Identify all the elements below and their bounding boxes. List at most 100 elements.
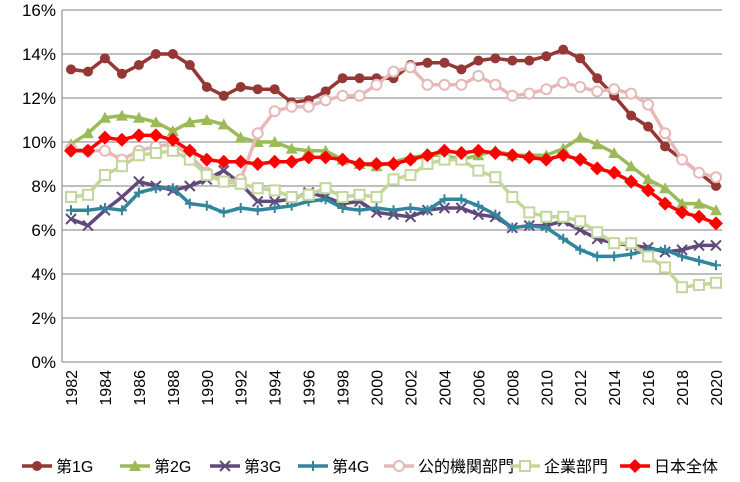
data-point (98, 169, 111, 181)
data-point (268, 105, 281, 118)
data-point (267, 154, 282, 169)
data-point (420, 148, 435, 163)
data-point (150, 183, 161, 194)
data-point (523, 206, 536, 219)
data-point (285, 191, 298, 203)
data-point (439, 194, 450, 205)
data-point (183, 116, 196, 128)
data-point (99, 203, 110, 213)
data-point (709, 216, 723, 231)
legend-label: 第4G (332, 458, 369, 476)
data-point (693, 166, 706, 179)
data-point (218, 164, 230, 177)
data-point (422, 57, 433, 68)
data-point (234, 177, 247, 190)
y-tick-label: 4% (31, 265, 56, 284)
data-point (659, 127, 672, 140)
data-point (676, 153, 689, 166)
data-point (371, 203, 382, 213)
data-point (353, 89, 366, 102)
data-point (659, 261, 672, 274)
data-point (149, 116, 162, 128)
data-point (710, 171, 722, 184)
legend-label: 第1G (56, 458, 93, 476)
x-tick-label: 2008 (505, 370, 522, 406)
legend-item: 第4G (298, 458, 369, 476)
data-point (659, 182, 672, 194)
data-point (455, 78, 468, 91)
legend-item: 第3G (210, 458, 281, 476)
legend-marker (393, 460, 405, 472)
data-point (472, 208, 485, 221)
data-point (573, 152, 588, 167)
x-tick-label: 2018 (675, 370, 692, 406)
x-tick-label: 2006 (471, 370, 488, 406)
data-point (591, 85, 604, 98)
data-point (540, 83, 553, 96)
data-point (507, 55, 518, 66)
data-point (235, 82, 246, 92)
data-point (82, 219, 94, 232)
data-point (404, 61, 417, 74)
data-point (506, 191, 519, 203)
data-point (251, 127, 264, 140)
data-point (252, 84, 263, 95)
x-tick-label: 2016 (641, 370, 658, 406)
y-tick-label: 0% (31, 353, 56, 372)
data-point (184, 60, 195, 70)
data-point (166, 125, 179, 136)
data-point (216, 154, 231, 169)
x-tick-label: 1986 (132, 370, 149, 406)
data-point (489, 171, 502, 184)
data-point (660, 141, 671, 152)
x-tick-label: 1982 (64, 370, 81, 406)
data-point (642, 173, 655, 185)
data-point (626, 249, 637, 260)
data-point (625, 237, 638, 250)
data-point (369, 157, 384, 171)
data-point (591, 226, 604, 239)
data-point (471, 143, 486, 158)
data-point (218, 90, 229, 101)
data-point (318, 150, 333, 165)
data-point (115, 160, 128, 173)
data-point (473, 200, 484, 211)
data-point (268, 195, 281, 208)
data-point (320, 194, 331, 205)
data-point (403, 152, 418, 167)
legend-item: 企業部門 (510, 458, 608, 476)
data-point (675, 205, 690, 220)
data-point (252, 205, 263, 216)
data-point (421, 78, 434, 91)
data-point (149, 147, 162, 159)
legend-label: 企業部門 (544, 458, 608, 476)
data-point (269, 84, 280, 95)
data-point (472, 164, 485, 177)
data-point (694, 255, 705, 266)
data-point (574, 215, 587, 228)
data-point (540, 210, 553, 223)
x-tick-label: 2012 (573, 370, 590, 406)
data-point (711, 181, 721, 191)
data-point (693, 279, 706, 291)
x-tick-label: 2004 (437, 370, 454, 406)
x-tick-label: 2020 (709, 370, 726, 406)
data-point (643, 121, 654, 132)
data-point (352, 157, 367, 171)
data-point (354, 73, 365, 84)
data-point (167, 183, 178, 194)
data-point (269, 203, 280, 213)
data-point (302, 188, 315, 201)
data-point (574, 131, 587, 143)
data-point (116, 205, 127, 216)
data-point (114, 132, 129, 147)
data-point (133, 175, 145, 188)
data-point (268, 136, 281, 147)
data-point (541, 222, 552, 233)
data-point (489, 78, 502, 91)
data-point (115, 109, 128, 121)
x-tick-label: 1996 (302, 370, 319, 406)
data-point (642, 250, 655, 263)
data-point (541, 51, 552, 62)
